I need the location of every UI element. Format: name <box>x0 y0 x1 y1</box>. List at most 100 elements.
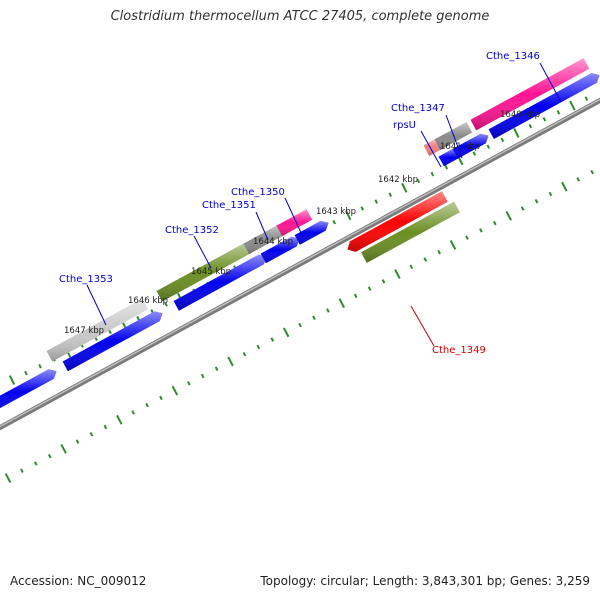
gene-cthe-1349-track-shading <box>361 201 460 263</box>
minor-tick <box>159 395 163 401</box>
minor-tick <box>47 453 52 459</box>
minor-tick <box>108 329 112 335</box>
major-tick <box>561 181 568 192</box>
minor-tick <box>437 249 441 255</box>
minor-tick <box>353 293 358 299</box>
minor-tick <box>186 381 191 386</box>
leader-cthe-1352 <box>193 235 212 269</box>
minor-tick <box>492 220 497 226</box>
minor-tick <box>312 315 316 321</box>
cds-block-shading <box>62 311 163 372</box>
minor-tick <box>556 110 561 115</box>
minor-tick <box>256 344 261 350</box>
map-title: Clostridium thermocellum ATCC 27405, com… <box>110 9 490 24</box>
major-tick <box>116 414 123 425</box>
leader-cthe-1350 <box>284 197 304 238</box>
minor-tick <box>24 370 28 376</box>
minor-tick <box>500 137 505 143</box>
minor-tick <box>242 351 247 357</box>
minor-tick <box>360 206 365 211</box>
gene-label-cthe-1349[interactable]: Cthe_1349 <box>432 345 486 356</box>
scale-ticks-lower <box>4 169 594 483</box>
minor-tick <box>576 177 581 182</box>
minor-tick <box>472 151 477 156</box>
major-tick <box>338 298 346 309</box>
minor-tick <box>131 410 135 415</box>
gene-cthe-1350-shading <box>276 209 313 237</box>
minor-tick <box>332 219 337 225</box>
major-tick <box>449 240 457 250</box>
major-tick <box>4 473 12 483</box>
major-tick <box>513 128 520 138</box>
minor-tick <box>548 191 553 197</box>
minor-tick <box>590 169 594 175</box>
minor-tick <box>75 439 80 444</box>
minor-tick <box>367 286 372 291</box>
minor-tick <box>444 165 449 170</box>
minor-tick <box>416 178 421 184</box>
minor-tick <box>534 199 539 204</box>
minor-tick <box>542 117 547 122</box>
minor-tick <box>486 144 491 149</box>
cds-block-shading <box>173 254 267 311</box>
scale-label: 1646 kbp <box>128 296 168 306</box>
major-tick <box>227 356 234 367</box>
minor-tick <box>381 279 386 284</box>
gene-label-rpsu[interactable]: rpsU <box>393 120 416 131</box>
gene-label-cthe-1352[interactable]: Cthe_1352 <box>165 225 219 236</box>
scale-label: 1642 kbp <box>378 175 418 185</box>
leader-cthe-1351 <box>255 211 269 241</box>
gene-label-cthe-1351[interactable]: Cthe_1351 <box>202 200 256 211</box>
feature-track <box>0 58 600 409</box>
major-tick <box>8 375 16 385</box>
cds-block-shading <box>260 236 300 264</box>
leader-cthe-1346 <box>539 62 562 103</box>
cds-block-shading <box>0 369 57 409</box>
minor-tick <box>164 302 168 307</box>
minor-tick <box>270 337 275 342</box>
major-tick <box>60 443 67 454</box>
minor-tick <box>326 308 330 313</box>
minor-tick <box>214 366 219 371</box>
leader-cthe-1349 <box>410 305 435 347</box>
minor-tick <box>145 402 149 408</box>
minor-tick <box>465 235 469 240</box>
genome-backbone-highlight <box>0 98 600 428</box>
major-tick <box>171 385 179 396</box>
leader-rpsu <box>420 130 442 168</box>
topology-summary: Topology: circular; Length: 3,843,301 bp… <box>260 574 590 588</box>
gene-label-cthe-1350[interactable]: Cthe_1350 <box>231 187 285 198</box>
gene-cthe-1351-shading <box>243 224 285 255</box>
minor-tick <box>409 264 414 270</box>
scale-label: 1645 kbp <box>191 267 231 277</box>
major-tick <box>401 182 408 193</box>
cds-block-shading <box>452 133 489 159</box>
accession-text: Accession: NC_009012 <box>10 574 147 588</box>
major-tick <box>569 100 576 111</box>
gene-cthe-1349-shading <box>347 191 448 252</box>
minor-tick <box>20 468 24 473</box>
gene-label-cthe-1346[interactable]: Cthe_1346 <box>486 51 540 62</box>
leader-cthe-1353 <box>86 284 107 326</box>
cds-block-shading <box>488 73 600 139</box>
gene-cthe-1352-shading <box>156 242 252 302</box>
leader-cthe-1347 <box>445 114 463 159</box>
minor-tick <box>520 206 525 211</box>
scale-label: 1644 kbp <box>253 237 293 247</box>
minor-tick <box>423 257 428 262</box>
gene-label-cthe-1353[interactable]: Cthe_1353 <box>59 274 113 285</box>
scale-label: 1641 kbp <box>440 142 480 152</box>
minor-tick <box>38 364 42 369</box>
minor-tick <box>388 192 393 197</box>
minor-tick <box>103 424 108 430</box>
gene-cthe-1353-shading <box>46 298 149 362</box>
gene-label-cthe-1347[interactable]: Cthe_1347 <box>391 103 445 114</box>
minor-tick <box>34 461 38 466</box>
minor-tick <box>584 96 589 101</box>
minor-tick <box>528 123 533 129</box>
major-tick <box>345 210 352 221</box>
gene-cthe-1346-shading <box>470 58 590 131</box>
minor-tick <box>430 171 435 177</box>
scale-label: 1640 kbp <box>500 110 540 120</box>
